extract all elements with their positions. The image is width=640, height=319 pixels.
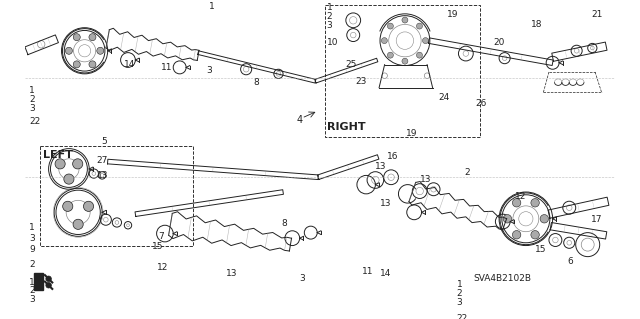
Text: 24: 24 [438,93,449,102]
Text: 15: 15 [152,242,163,251]
Circle shape [73,61,80,68]
Circle shape [97,47,104,54]
Text: 19: 19 [406,130,417,138]
Text: 18: 18 [531,19,542,28]
Text: 12: 12 [157,263,168,272]
Circle shape [540,215,548,223]
Circle shape [503,215,511,223]
Text: 7: 7 [159,232,164,241]
Text: 14: 14 [124,60,136,69]
Text: 1: 1 [326,3,332,12]
Text: 1: 1 [29,278,35,287]
Polygon shape [34,273,43,290]
Text: 2: 2 [29,260,35,269]
Text: 3: 3 [29,294,35,304]
Text: 2: 2 [464,168,470,177]
Text: 10: 10 [326,38,338,47]
Circle shape [513,199,521,207]
Text: 8: 8 [281,219,287,228]
Text: 13: 13 [226,269,237,278]
Text: 3: 3 [300,274,305,283]
Circle shape [422,38,429,44]
Text: 5: 5 [101,137,107,146]
Circle shape [513,231,521,239]
Text: 2: 2 [456,289,462,298]
Text: 27: 27 [97,156,108,165]
Circle shape [402,17,408,23]
Circle shape [387,52,394,58]
Text: 3: 3 [29,234,35,243]
Text: 19: 19 [447,10,459,19]
Text: 22: 22 [29,117,40,126]
Text: 1: 1 [29,223,35,232]
Circle shape [89,34,96,41]
Text: 13: 13 [420,174,431,184]
Text: SVA4B2102B: SVA4B2102B [473,274,531,283]
Circle shape [55,159,65,169]
Circle shape [417,52,422,58]
Text: 9: 9 [29,245,35,254]
Bar [324,4,480,137]
Text: 13: 13 [380,199,392,208]
Text: 13: 13 [97,171,108,180]
Text: 11: 11 [161,63,173,72]
Circle shape [531,199,540,207]
Text: 4: 4 [297,115,303,125]
Text: 2: 2 [29,286,35,295]
Text: 25: 25 [346,60,357,69]
Circle shape [387,23,394,29]
Text: RIGHT: RIGHT [328,122,366,132]
Circle shape [65,47,72,54]
Text: 1: 1 [209,2,215,11]
Text: 3: 3 [326,21,332,30]
Bar [40,146,193,246]
Circle shape [89,61,96,68]
Circle shape [417,23,422,29]
Text: 11: 11 [362,267,373,276]
Text: 20: 20 [493,38,505,47]
Circle shape [531,231,540,239]
Text: 14: 14 [380,269,392,278]
Text: 16: 16 [387,152,399,161]
Circle shape [381,38,387,44]
Text: 26: 26 [475,99,486,108]
Text: 17: 17 [591,215,603,224]
Text: 1: 1 [456,280,462,289]
Circle shape [63,201,73,211]
Text: 15: 15 [535,245,547,254]
Text: 6: 6 [568,257,573,266]
Text: 12: 12 [515,192,526,201]
Text: 3: 3 [29,104,35,114]
Text: 2: 2 [326,12,332,21]
Circle shape [83,201,93,211]
Text: 23: 23 [355,77,367,86]
Text: 21: 21 [591,10,603,19]
Circle shape [73,34,80,41]
Circle shape [46,276,51,282]
Text: 2: 2 [29,95,35,104]
Circle shape [402,58,408,64]
Circle shape [64,174,74,184]
Text: 13: 13 [376,162,387,171]
Circle shape [72,159,83,169]
Text: 3: 3 [456,298,462,307]
Circle shape [73,219,83,229]
Text: 8: 8 [253,78,259,87]
Text: 3: 3 [207,66,212,75]
Text: LEFT: LEFT [43,150,73,160]
Circle shape [46,283,51,288]
Text: 1: 1 [29,86,35,95]
Text: 22: 22 [456,314,468,319]
